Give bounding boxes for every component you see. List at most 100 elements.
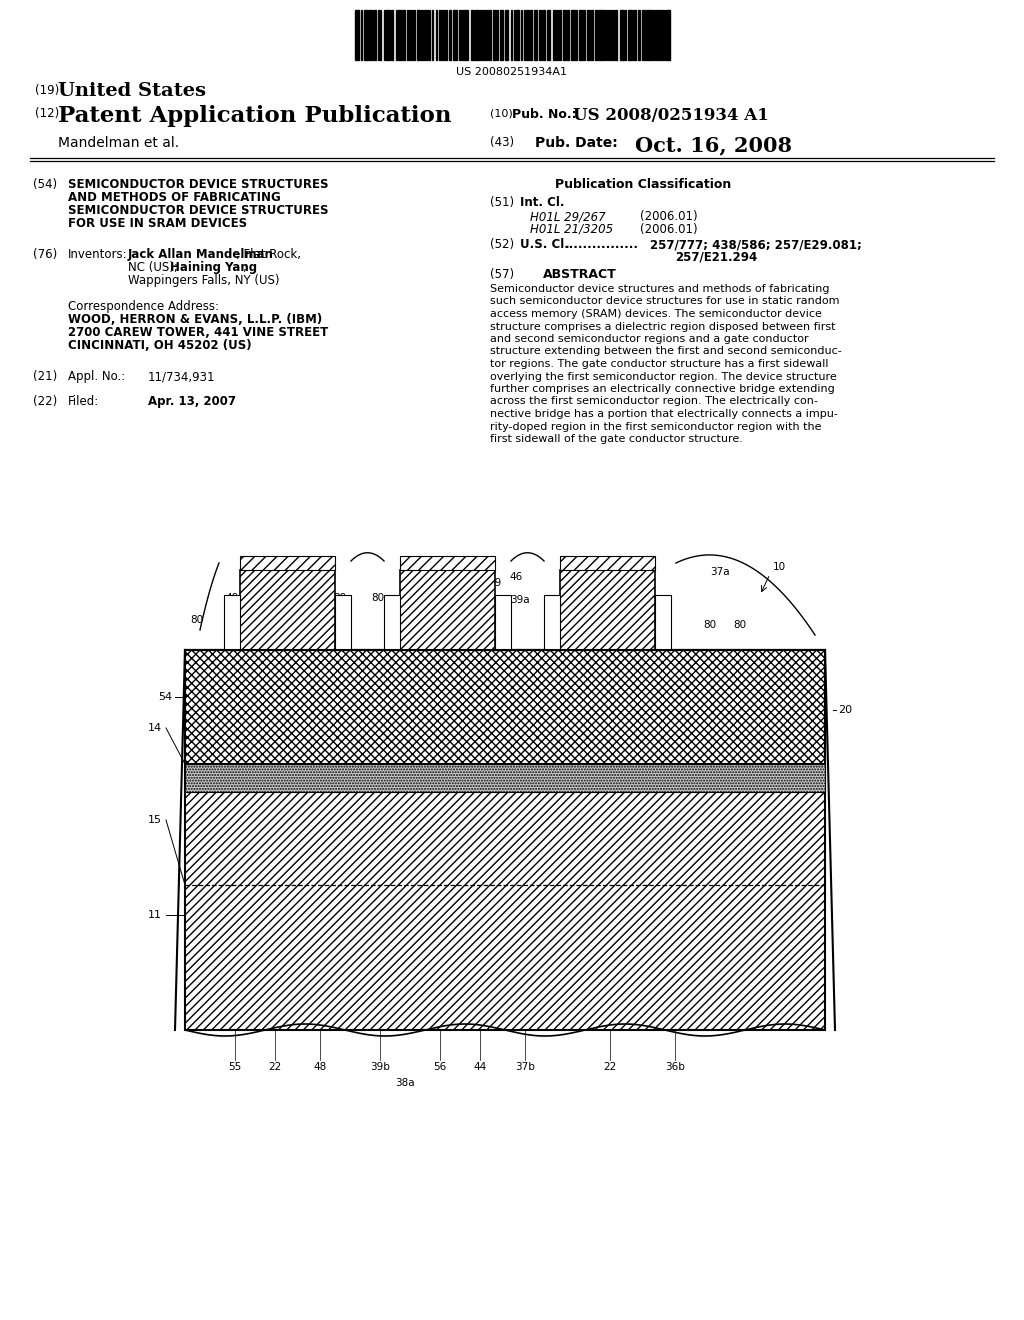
Text: ABSTRACT: ABSTRACT [543,268,616,281]
Text: 56: 56 [433,1063,446,1072]
Text: 37a: 37a [711,568,730,577]
Text: SEMICONDUCTOR DEVICE STRUCTURES: SEMICONDUCTOR DEVICE STRUCTURES [68,178,329,191]
Bar [426,11,428,59]
Text: access memory (SRAM) devices. The semiconductor device: access memory (SRAM) devices. The semico… [490,309,822,319]
Text: 52: 52 [258,593,271,603]
Text: 38a: 38a [395,1078,415,1088]
Bar [391,11,393,59]
Bar [658,11,660,59]
Text: NC (US);: NC (US); [128,261,181,275]
Text: 32: 32 [423,565,436,576]
Text: nective bridge has a portion that electrically connects a impu-: nective bridge has a portion that electr… [490,409,838,418]
Text: 80: 80 [638,595,651,605]
Bar [543,11,545,59]
Text: 257/E21.294: 257/E21.294 [675,251,758,264]
Text: Apr. 13, 2007: Apr. 13, 2007 [148,395,236,408]
Text: (54): (54) [33,178,57,191]
Bar [560,556,655,570]
Text: H01L 29/267: H01L 29/267 [530,210,605,223]
Bar [610,11,612,59]
Bar [516,11,519,59]
Text: 80: 80 [733,620,746,630]
Text: Int. Cl.: Int. Cl. [520,195,564,209]
Text: (12): (12) [35,107,59,120]
Bar [240,556,335,570]
Text: (19): (19) [35,84,59,96]
Text: 80: 80 [334,593,346,603]
Bar [587,11,590,59]
Bar [560,570,655,649]
Text: (2006.01): (2006.01) [640,210,697,223]
Text: 20: 20 [838,705,852,715]
Text: (52): (52) [490,238,514,251]
Bar [185,649,825,764]
Text: Pub. Date:: Pub. Date: [535,136,617,150]
Text: (51): (51) [490,195,514,209]
Text: (57): (57) [490,268,514,281]
Text: structure comprises a dielectric region disposed between first: structure comprises a dielectric region … [490,322,836,331]
Text: , Flat Rock,: , Flat Rock, [236,248,301,261]
Text: 36b: 36b [665,1063,685,1072]
Text: and second semiconductor regions and a gate conductor: and second semiconductor regions and a g… [490,334,809,345]
Text: structure extending between the first and second semiconduc-: structure extending between the first an… [490,346,842,356]
Text: overlying the first semiconductor region. The device structure: overlying the first semiconductor region… [490,371,837,381]
Text: 41: 41 [296,579,309,590]
Text: Patent Application Publication: Patent Application Publication [58,106,452,127]
Text: 41b: 41b [248,578,268,587]
Text: tor regions. The gate conductor structure has a first sidewall: tor regions. The gate conductor structur… [490,359,828,370]
Text: 44: 44 [473,1063,486,1072]
Bar [547,11,550,59]
Bar [464,11,468,59]
Text: 2700 CAREW TOWER, 441 VINE STREET: 2700 CAREW TOWER, 441 VINE STREET [68,326,329,339]
Text: rity-doped region in the first semiconductor region with the: rity-doped region in the first semicondu… [490,421,821,432]
Text: Semiconductor device structures and methods of fabricating: Semiconductor device structures and meth… [490,284,829,294]
Text: 50: 50 [322,572,335,582]
Bar [655,595,671,649]
Text: 80: 80 [190,615,204,624]
Bar [530,11,532,59]
Text: 41a: 41a [443,558,463,568]
Bar [240,570,335,649]
Text: 80: 80 [372,593,385,603]
Text: 46: 46 [509,572,522,582]
Text: Inventors:: Inventors: [68,248,128,261]
Text: Wappingers Falls, NY (US): Wappingers Falls, NY (US) [128,275,280,286]
Text: ................: ................ [565,238,639,251]
Text: further comprises an electrically connective bridge extending: further comprises an electrically connec… [490,384,835,393]
Text: 14: 14 [147,723,162,733]
Bar [400,556,495,570]
Bar [407,11,409,59]
Bar [421,11,423,59]
Text: Oct. 16, 2008: Oct. 16, 2008 [635,135,792,154]
Bar [620,11,624,59]
Bar [185,649,825,1030]
Bar [461,11,463,59]
Text: 37b: 37b [515,1063,535,1072]
Bar [567,11,569,59]
Bar [591,11,593,59]
Text: US 20080251934A1: US 20080251934A1 [457,67,567,77]
Bar [355,11,358,59]
Text: SEMICONDUCTOR DEVICE STRUCTURES: SEMICONDUCTOR DEVICE STRUCTURES [68,205,329,216]
Bar [417,11,420,59]
Bar [475,11,478,59]
Text: 257/777; 438/586; 257/E29.081;: 257/777; 438/586; 257/E29.081; [650,238,862,251]
Text: 10: 10 [773,562,786,572]
Bar [481,11,483,59]
Bar [449,11,451,59]
Text: United States: United States [58,82,206,100]
Bar [615,11,617,59]
Text: 40: 40 [271,572,285,582]
Text: (43): (43) [490,136,514,149]
Text: (22): (22) [33,395,57,408]
Bar [662,11,663,59]
Bar [400,570,495,649]
Bar [398,11,402,59]
Text: 11/734,931: 11/734,931 [148,370,215,383]
Bar [374,11,376,59]
Bar [369,11,371,59]
Bar [403,11,406,59]
Text: 22: 22 [268,1063,282,1072]
Text: such semiconductor device structures for use in static random: such semiconductor device structures for… [490,297,840,306]
Bar [646,11,650,59]
